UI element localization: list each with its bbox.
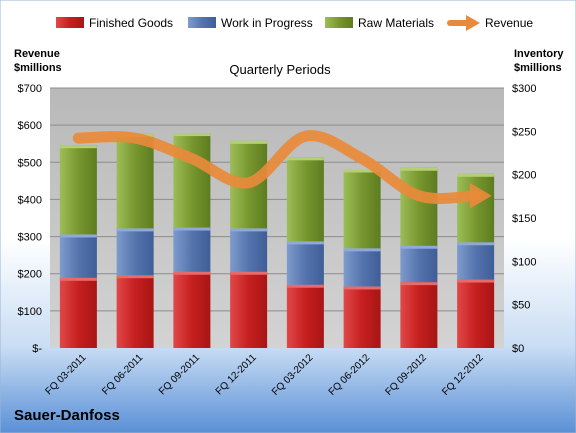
revenue-line-layer [72, 130, 492, 209]
left-axis-tick-label: $500 [18, 157, 42, 169]
legend-swatch-work-in-progress [188, 17, 216, 28]
bar-raw-materials [59, 145, 97, 235]
bar-top-work-in-progress [230, 228, 268, 232]
chart-title: Quarterly Periods [229, 62, 331, 77]
bar-top-work-in-progress [343, 248, 381, 252]
right-axis-title-line2: $millions [514, 62, 562, 74]
bar-work-in-progress [230, 228, 268, 272]
legend-item-work-in-progress: Work in Progress [188, 16, 313, 30]
left-axis-tick-label: $100 [18, 306, 42, 318]
bar-work-in-progress [457, 242, 495, 280]
right-axis-tick-label: $100 [512, 256, 536, 268]
bar-raw-materials [116, 133, 154, 229]
bar-top-raw-materials [286, 157, 324, 161]
bar-top-raw-materials [59, 145, 97, 149]
bars [59, 133, 495, 348]
bar-raw-materials [173, 133, 211, 228]
bar-raw-materials [457, 173, 495, 243]
company-name: Sauer-Danfoss [14, 407, 120, 424]
bar-work-in-progress [400, 245, 438, 283]
bar-top-finished-goods [59, 277, 97, 281]
left-axis-title-line2: $millions [14, 62, 62, 74]
bar-top-raw-materials [343, 169, 381, 173]
bar-finished-goods [59, 277, 97, 348]
right-axis-tick-label: $200 [512, 170, 536, 182]
bar-top-raw-materials [173, 133, 211, 137]
legend-item-revenue: Revenue [447, 15, 533, 31]
bar-finished-goods [116, 275, 154, 348]
bar-top-raw-materials [230, 140, 268, 144]
right-axis-tick-label: $250 [512, 126, 536, 138]
bar-finished-goods [343, 286, 381, 348]
bar-top-finished-goods [173, 271, 211, 275]
revenue-arrowhead [469, 182, 492, 209]
legend-label-raw-materials: Raw Materials [358, 16, 434, 30]
left-axis-tick-label: $400 [18, 194, 42, 206]
legend-swatch-raw-materials [325, 17, 353, 28]
left-axis-tick-label: $- [32, 343, 42, 355]
bar-work-in-progress [286, 241, 324, 285]
bar-raw-materials [400, 167, 438, 246]
left-axis-tick-label: $200 [18, 269, 42, 281]
bar-top-work-in-progress [116, 228, 154, 232]
bar-top-raw-materials [400, 167, 438, 171]
right-axis-tick-label: $50 [512, 300, 530, 312]
bar-work-in-progress [173, 227, 211, 272]
bar-top-work-in-progress [286, 241, 324, 245]
right-axis-title-line1: Inventory [514, 48, 564, 60]
legend-item-raw-materials: Raw Materials [325, 16, 434, 30]
left-axis-tick-label: $600 [18, 120, 42, 132]
bar-top-work-in-progress [457, 242, 495, 246]
bar-finished-goods [173, 271, 211, 348]
bar-top-work-in-progress [173, 227, 211, 231]
right-axis-tick-label: $0 [512, 343, 524, 355]
legend-swatch-revenue [447, 15, 480, 31]
bar-top-finished-goods [400, 282, 438, 286]
bar-work-in-progress [59, 234, 97, 278]
bar-top-finished-goods [116, 275, 154, 279]
bar-top-finished-goods [457, 279, 495, 283]
left-axis-title-line1: Revenue [14, 48, 60, 60]
bar-finished-goods [457, 279, 495, 348]
bar-raw-materials [343, 169, 381, 249]
bar-finished-goods [400, 282, 438, 348]
legend-label-work-in-progress: Work in Progress [221, 16, 313, 30]
left-axis-tick-label: $300 [18, 232, 42, 244]
bar-finished-goods [286, 284, 324, 348]
bar-top-work-in-progress [400, 245, 438, 249]
bar-work-in-progress [116, 228, 154, 276]
legend: Finished Goods Work in Progress Raw Mate… [56, 15, 533, 31]
legend-label-revenue: Revenue [485, 16, 533, 30]
bar-finished-goods [230, 271, 268, 348]
revenue-line [72, 130, 482, 204]
bar-top-raw-materials [457, 173, 495, 177]
legend-swatch-finished-goods [56, 17, 84, 28]
left-axis-tick-label: $700 [18, 83, 42, 95]
bar-top-finished-goods [230, 271, 268, 275]
bar-raw-materials [286, 157, 324, 242]
bar-top-work-in-progress [59, 234, 97, 238]
bar-top-finished-goods [343, 286, 381, 290]
legend-item-finished-goods: Finished Goods [56, 16, 173, 30]
bar-top-finished-goods [286, 284, 324, 288]
legend-label-finished-goods: Finished Goods [89, 16, 173, 30]
bar-work-in-progress [343, 248, 381, 287]
right-axis-tick-label: $300 [512, 83, 536, 95]
right-axis-tick-label: $150 [512, 213, 536, 225]
